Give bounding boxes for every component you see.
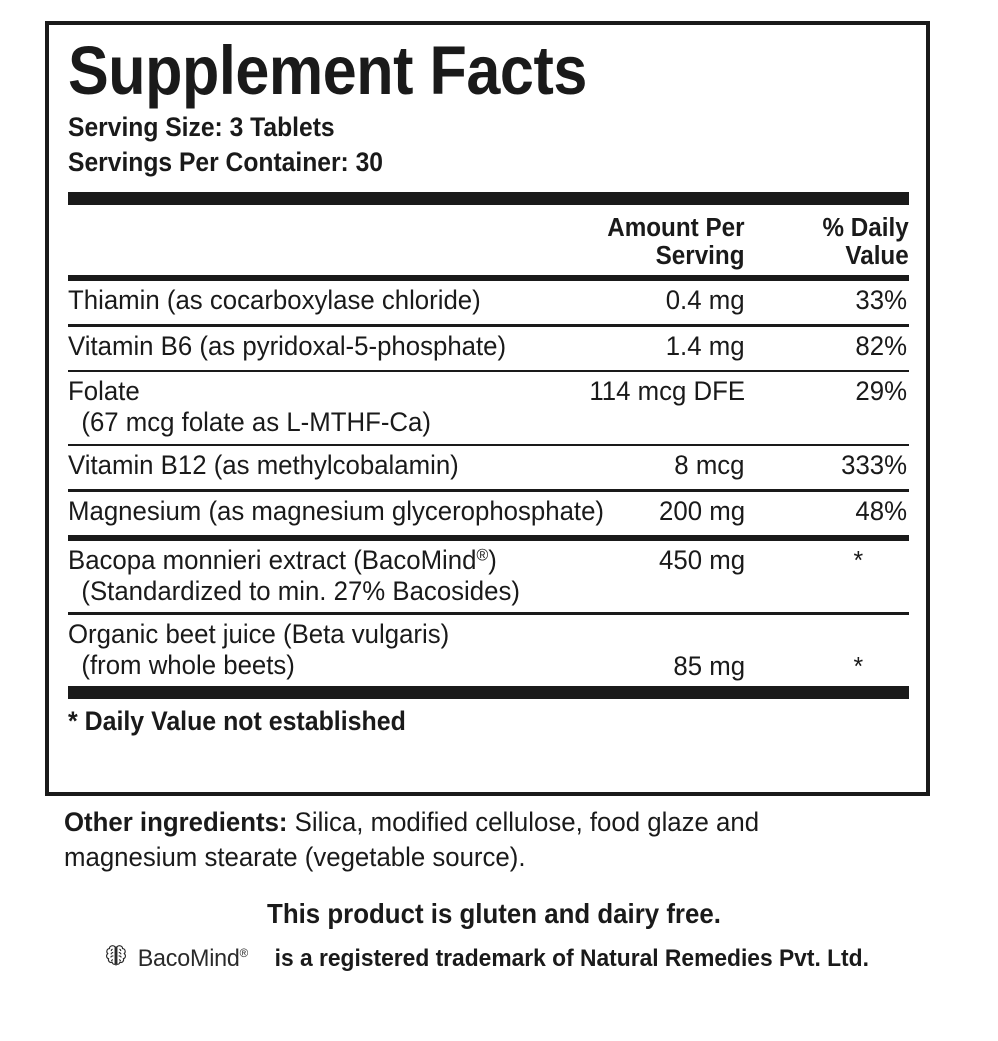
registered-trademark-icon: ® xyxy=(240,945,249,960)
ingredient-name-main: Organic beet juice (Beta vulgaris) xyxy=(68,618,450,649)
nutrient-amount: 1.4 mg xyxy=(666,330,745,361)
ingredient-name-suffix: ) xyxy=(488,544,497,575)
other-ingredients-label: Other ingredients: xyxy=(64,807,288,837)
nutrient-daily-value: 82% xyxy=(855,330,907,361)
divider-thin xyxy=(68,443,909,447)
divider-thin xyxy=(68,324,909,327)
nutrient-name-main: Folate xyxy=(68,376,140,407)
spacer xyxy=(68,180,909,192)
ingredient-amount: 85 mg xyxy=(673,650,745,681)
brain-icon xyxy=(103,944,129,973)
column-header-amount-per-serving: Amount Per Serving xyxy=(607,214,745,271)
nutrient-name: Magnesium (as magnesium glycerophosphate… xyxy=(68,495,605,526)
registered-trademark-icon: ® xyxy=(476,544,489,564)
nutrient-daily-value: 29% xyxy=(855,376,907,407)
trademark-brand: BacoMind® xyxy=(138,944,249,973)
ingredient-amount: 450 mg xyxy=(658,544,745,575)
divider-medium-before-botanicals xyxy=(68,534,909,541)
ingredient-daily-value: * xyxy=(853,544,863,575)
nutrient-name: Thiamin (as cocarboxylase chloride) xyxy=(68,285,481,316)
divider-thick-top xyxy=(68,192,909,206)
table-row: Magnesium (as magnesium glycerophosphate… xyxy=(68,492,909,535)
nutrient-amount: 8 mcg xyxy=(674,450,745,481)
ingredient-daily-value: * xyxy=(853,650,863,681)
nutrient-name-sub: (67 mcg folate as L-MTHF-Ca) xyxy=(81,407,431,438)
ingredient-name: Bacopa monnieri extract (BacoMind®) (Sta… xyxy=(68,545,871,608)
divider-thick-bottom xyxy=(68,686,909,700)
ingredient-name-main: Bacopa monnieri extract (BacoMind®) xyxy=(68,545,497,575)
table-row: Vitamin B12 (as methylcobalamin) 8 mcg 3… xyxy=(68,446,909,489)
trademark-brand-name: BacoMind xyxy=(138,944,241,972)
table-row: Organic beet juice (Beta vulgaris) (from… xyxy=(68,615,909,687)
divider-medium-under-headers xyxy=(68,275,909,282)
other-ingredients-list: Silica, modified cellulose, food glaze a… xyxy=(64,807,760,872)
nutrient-name: Vitamin B12 (as methylcobalamin) xyxy=(68,450,459,481)
table-column-headers: Amount Per Serving % Daily Value xyxy=(68,205,909,275)
other-ingredients-text: Other ingredients: Silica, modified cell… xyxy=(64,805,828,874)
nutrient-daily-value: 48% xyxy=(855,495,907,526)
serving-size-text: Serving Size: 3 Tablets xyxy=(68,111,335,142)
nutrient-name: Folate (67 mcg folate as L-MTHF-Ca) xyxy=(68,376,871,439)
table-row: Folate (67 mcg folate as L-MTHF-Ca) 114 … xyxy=(68,372,909,444)
ingredient-name-prefix: Bacopa monnieri extract (BacoMind xyxy=(68,544,477,575)
nutrient-amount: 200 mg xyxy=(658,495,745,526)
ingredient-name-sub: (from whole beets) xyxy=(81,650,295,681)
trademark-notice: BacoMind® is a registered trademark of N… xyxy=(64,944,924,973)
divider-thin xyxy=(68,369,909,373)
trademark-statement: is a registered trademark of Natural Rem… xyxy=(274,944,870,972)
supplement-facts-panel: Supplement Facts Serving Size: 3 Tablets… xyxy=(45,21,930,796)
nutrient-amount: 114 mcg DFE xyxy=(589,376,745,407)
label-footer: Other ingredients: Silica, modified cell… xyxy=(64,805,924,973)
gluten-dairy-free-claim: This product is gluten and dairy free. xyxy=(267,898,721,930)
daily-value-footnote: * Daily Value not established xyxy=(68,706,406,737)
column-header-percent-daily-value: % Daily Value xyxy=(822,214,909,271)
nutrient-daily-value: 33% xyxy=(855,285,907,316)
table-row: Vitamin B6 (as pyridoxal-5-phosphate) 1.… xyxy=(68,327,909,370)
ingredient-name: Organic beet juice (Beta vulgaris) (from… xyxy=(68,619,871,682)
nutrient-daily-value: 333% xyxy=(841,450,907,481)
nutrient-name: Vitamin B6 (as pyridoxal-5-phosphate) xyxy=(68,330,507,361)
ingredient-name-sub: (Standardized to min. 27% Bacosides) xyxy=(81,575,520,606)
page-title: Supplement Facts xyxy=(68,32,587,109)
table-row: Thiamin (as cocarboxylase chloride) 0.4 … xyxy=(68,281,909,324)
servings-per-container-text: Servings Per Container: 30 xyxy=(68,146,384,177)
divider-thin xyxy=(68,489,909,492)
nutrient-amount: 0.4 mg xyxy=(666,285,745,316)
divider-thin xyxy=(68,612,909,615)
table-row: Bacopa monnieri extract (BacoMind®) (Sta… xyxy=(68,541,909,613)
